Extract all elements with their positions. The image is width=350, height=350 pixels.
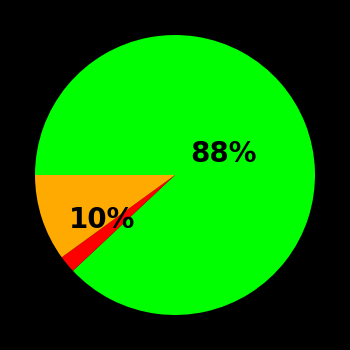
Wedge shape — [35, 35, 315, 315]
Wedge shape — [62, 175, 175, 271]
Text: 10%: 10% — [69, 206, 135, 234]
Text: 88%: 88% — [191, 140, 257, 168]
Wedge shape — [35, 175, 175, 257]
